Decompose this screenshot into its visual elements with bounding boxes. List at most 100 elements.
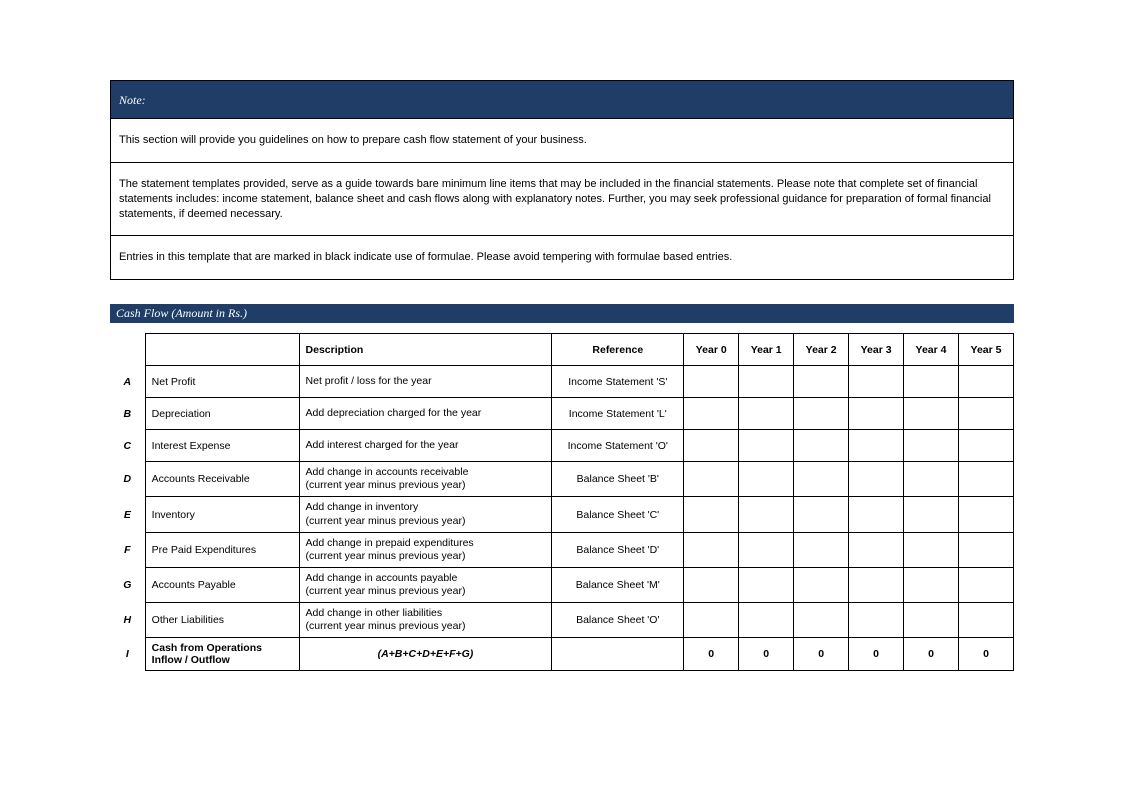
cashflow-body: ANet ProfitNet profit / loss for the yea… [110,366,1014,671]
note-body: This section will provide you guidelines… [110,119,1014,280]
total-formula: (A+B+C+D+E+F+G) [299,638,552,671]
row-item: Depreciation [145,398,299,430]
row-year-0 [684,567,739,602]
total-item: Cash from Operations Inflow / Outflow [145,638,299,671]
row-item: Inventory [145,497,299,532]
row-year-4 [904,532,959,567]
row-year-5 [959,398,1014,430]
cashflow-section-header: Cash Flow (Amount in Rs.) [110,304,1014,323]
row-reference: Income Statement 'O' [552,430,684,462]
row-year-5 [959,366,1014,398]
row-reference: Balance Sheet 'B' [552,462,684,497]
row-year-2 [794,430,849,462]
table-row: CInterest ExpenseAdd interest charged fo… [110,430,1014,462]
row-year-4 [904,603,959,638]
row-year-2 [794,366,849,398]
cashflow-table-wrap: Description Reference Year 0 Year 1 Year… [110,333,1014,671]
row-year-2 [794,398,849,430]
row-year-2 [794,462,849,497]
row-letter: H [110,603,145,638]
header-year-0: Year 0 [684,334,739,366]
total-year-1: 0 [739,638,794,671]
row-reference: Balance Sheet 'O' [552,603,684,638]
row-description: Add change in accounts payable(current y… [299,567,552,602]
page: Note: This section will provide you guid… [0,0,1124,711]
row-year-1 [739,462,794,497]
row-description: Add change in prepaid expenditures(curre… [299,532,552,567]
header-year-5: Year 5 [959,334,1014,366]
note-header: Note: [110,80,1014,119]
row-reference: Balance Sheet 'C' [552,497,684,532]
row-letter: A [110,366,145,398]
row-year-3 [849,532,904,567]
table-row: EInventoryAdd change in inventory(curren… [110,497,1014,532]
row-item: Net Profit [145,366,299,398]
row-reference: Balance Sheet 'M' [552,567,684,602]
row-year-5 [959,532,1014,567]
row-year-3 [849,366,904,398]
row-year-4 [904,497,959,532]
row-reference: Balance Sheet 'D' [552,532,684,567]
row-letter: G [110,567,145,602]
total-year-0: 0 [684,638,739,671]
row-year-2 [794,532,849,567]
note-paragraph-3: Entries in this template that are marked… [111,235,1013,279]
row-description: Add interest charged for the year [299,430,552,462]
row-description: Add depreciation charged for the year [299,398,552,430]
row-year-1 [739,567,794,602]
row-year-1 [739,430,794,462]
row-year-4 [904,430,959,462]
row-year-2 [794,603,849,638]
row-year-1 [739,532,794,567]
note-paragraph-1: This section will provide you guidelines… [111,119,1013,162]
row-year-2 [794,497,849,532]
header-year-1: Year 1 [739,334,794,366]
total-year-4: 0 [904,638,959,671]
row-description: Add change in inventory(current year min… [299,497,552,532]
row-year-4 [904,462,959,497]
row-year-3 [849,430,904,462]
row-year-3 [849,603,904,638]
table-row: DAccounts ReceivableAdd change in accoun… [110,462,1014,497]
total-year-3: 0 [849,638,904,671]
row-year-4 [904,366,959,398]
row-year-0 [684,366,739,398]
header-reference: Reference [552,334,684,366]
header-blank-item [145,334,299,366]
row-year-3 [849,497,904,532]
table-row: ANet ProfitNet profit / loss for the yea… [110,366,1014,398]
row-year-1 [739,603,794,638]
note-paragraph-2: The statement templates provided, serve … [111,162,1013,236]
header-year-4: Year 4 [904,334,959,366]
row-year-5 [959,462,1014,497]
row-year-1 [739,366,794,398]
table-row: HOther LiabilitiesAdd change in other li… [110,603,1014,638]
header-description: Description [299,334,552,366]
total-letter: I [110,638,145,671]
row-year-0 [684,532,739,567]
row-item: Accounts Receivable [145,462,299,497]
row-item: Accounts Payable [145,567,299,602]
header-year-3: Year 3 [849,334,904,366]
total-year-5: 0 [959,638,1014,671]
row-reference: Income Statement 'L' [552,398,684,430]
row-description: Add change in other liabilities(current … [299,603,552,638]
table-row: BDepreciationAdd depreciation charged fo… [110,398,1014,430]
table-row: FPre Paid ExpendituresAdd change in prep… [110,532,1014,567]
row-item: Other Liabilities [145,603,299,638]
table-header-row: Description Reference Year 0 Year 1 Year… [110,334,1014,366]
row-letter: C [110,430,145,462]
row-item: Interest Expense [145,430,299,462]
row-letter: B [110,398,145,430]
row-year-2 [794,567,849,602]
row-year-5 [959,567,1014,602]
row-year-0 [684,430,739,462]
row-letter: D [110,462,145,497]
row-year-5 [959,497,1014,532]
row-year-5 [959,603,1014,638]
row-year-3 [849,462,904,497]
row-year-4 [904,398,959,430]
row-description: Add change in accounts receivable(curren… [299,462,552,497]
row-year-3 [849,398,904,430]
total-year-2: 0 [794,638,849,671]
